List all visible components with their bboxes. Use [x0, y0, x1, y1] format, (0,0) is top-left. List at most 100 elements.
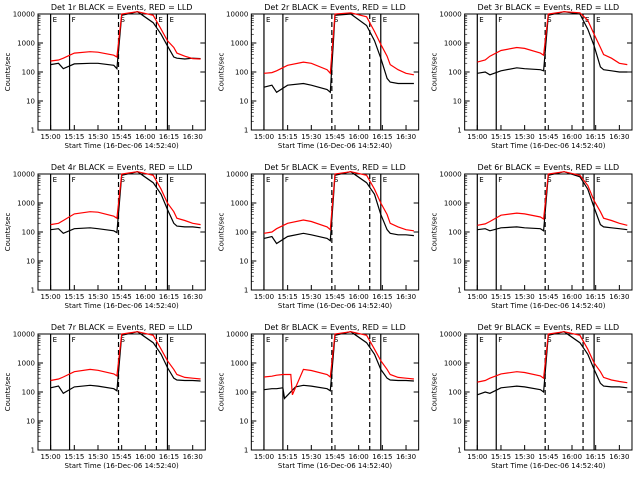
y-tick-label: 10000	[439, 11, 461, 19]
x-tick-label: 15:45	[538, 453, 558, 461]
event-marker-label: E	[383, 176, 387, 184]
x-axis-label: Start Time (16-Dec-06 14:52:40)	[491, 302, 605, 310]
x-tick-label: 16:30	[183, 133, 203, 141]
event-marker-label: E	[53, 336, 57, 344]
panel-title: Det 2r BLACK = Events, RED = LLD	[264, 3, 406, 12]
series-lld-line	[50, 11, 201, 62]
event-marker-label: E	[158, 176, 162, 184]
series-lld-line	[263, 171, 414, 234]
panel-title: Det 9r BLACK = Events, RED = LLD	[478, 323, 620, 332]
panel-title: Det 1r BLACK = Events, RED = LLD	[51, 3, 193, 12]
x-tick-label: 15:30	[515, 293, 535, 301]
event-marker-label: E	[383, 16, 387, 24]
event-marker-label: E	[372, 176, 376, 184]
y-tick-label: 1	[244, 447, 248, 455]
event-marker-label: E	[158, 16, 162, 24]
y-tick-label: 100	[22, 69, 35, 77]
y-tick-label: 10	[453, 258, 462, 266]
y-axis-label: Counts/sec	[217, 373, 225, 412]
panel-det-8: Det 8r BLACK = Events, RED = LLD 1 10 100 10…	[217, 323, 420, 470]
event-marker-label: F	[498, 176, 502, 184]
y-tick-label: 10000	[226, 11, 248, 19]
series-lld-line	[477, 171, 628, 226]
plot-frame	[464, 13, 633, 131]
x-tick-label: 15:00	[467, 133, 487, 141]
series-events-line	[477, 11, 628, 76]
series-events-line	[477, 171, 628, 232]
panel-det-1: Det 1r BLACK = Events, RED = LLD 1 10 100 10…	[4, 3, 206, 150]
x-tick-label: 15:00	[467, 453, 487, 461]
x-tick-label: 15:00	[41, 453, 61, 461]
y-tick-label: 100	[235, 69, 248, 77]
x-tick-label: 16:30	[609, 133, 629, 141]
x-tick-label: 15:30	[301, 453, 321, 461]
y-tick-label: 1	[31, 287, 35, 295]
y-tick-label: 10	[239, 98, 248, 106]
y-tick-label: 100	[235, 229, 248, 237]
y-tick-label: 1000	[444, 40, 462, 48]
y-tick-label: 1	[31, 127, 35, 135]
x-tick-label: 15:30	[301, 133, 321, 141]
x-tick-label: 15:15	[64, 453, 84, 461]
y-axis-label: Counts/sec	[4, 53, 12, 92]
event-marker-label: E	[53, 16, 57, 24]
x-tick-label: 16:15	[586, 293, 606, 301]
event-marker-label: F	[72, 176, 76, 184]
y-tick-label: 1000	[231, 360, 249, 368]
x-tick-label: 16:30	[396, 453, 416, 461]
y-axis-label: Counts/sec	[431, 53, 439, 92]
plot-frame	[464, 333, 633, 451]
y-tick-label: 100	[235, 389, 248, 397]
y-tick-label: 1000	[444, 200, 462, 208]
y-tick-label: 10	[26, 258, 35, 266]
x-tick-label: 15:30	[88, 293, 108, 301]
series-events-line	[263, 13, 414, 94]
x-tick-label: 16:00	[562, 133, 582, 141]
x-axis-label: Start Time (16-Dec-06 14:52:40)	[491, 142, 605, 150]
x-axis-label: Start Time (16-Dec-06 14:52:40)	[278, 142, 392, 150]
y-tick-label: 10000	[226, 171, 248, 179]
event-marker-label: E	[53, 176, 57, 184]
event-marker-label: E	[169, 176, 173, 184]
y-tick-label: 10	[239, 418, 248, 426]
x-tick-label: 16:30	[609, 453, 629, 461]
y-tick-label: 100	[22, 389, 35, 397]
y-tick-label: 1	[31, 447, 35, 455]
x-tick-label: 15:45	[538, 133, 558, 141]
panel-title: Det 7r BLACK = Events, RED = LLD	[51, 323, 193, 332]
x-tick-label: 15:15	[491, 293, 511, 301]
y-tick-label: 10000	[226, 331, 248, 339]
series-events-line	[263, 171, 414, 245]
x-tick-label: 15:30	[515, 453, 535, 461]
panel-title: Det 5r BLACK = Events, RED = LLD	[264, 163, 406, 172]
y-tick-label: 1000	[444, 360, 462, 368]
event-marker-label: E	[596, 176, 600, 184]
event-marker-label: E	[479, 16, 483, 24]
x-tick-label: 16:15	[372, 453, 392, 461]
event-marker-label: E	[266, 176, 270, 184]
x-tick-label: 15:15	[64, 133, 84, 141]
plot-frame	[250, 13, 420, 131]
event-marker-label: F	[285, 176, 289, 184]
event-marker-label: E	[585, 176, 589, 184]
y-tick-label: 1	[457, 287, 461, 295]
x-tick-label: 16:15	[586, 133, 606, 141]
event-marker-label: E	[585, 336, 589, 344]
y-tick-label: 10000	[439, 171, 461, 179]
series-lld-line	[263, 331, 414, 396]
series-lld-line	[477, 331, 628, 384]
series-lld-line	[50, 331, 201, 382]
event-marker-label: S	[547, 16, 552, 24]
y-tick-label: 1	[244, 287, 248, 295]
y-axis-label: Counts/sec	[431, 373, 439, 412]
event-marker-label: E	[596, 16, 600, 24]
y-tick-label: 100	[448, 229, 461, 237]
panel-det-4: Det 4r BLACK = Events, RED = LLD 1 10 100 10…	[4, 163, 206, 310]
x-tick-label: 15:45	[112, 133, 132, 141]
y-tick-label: 1	[244, 127, 248, 135]
x-tick-label: 15:00	[254, 453, 274, 461]
x-tick-label: 16:15	[159, 453, 179, 461]
x-axis-label: Start Time (16-Dec-06 14:52:40)	[65, 462, 179, 470]
